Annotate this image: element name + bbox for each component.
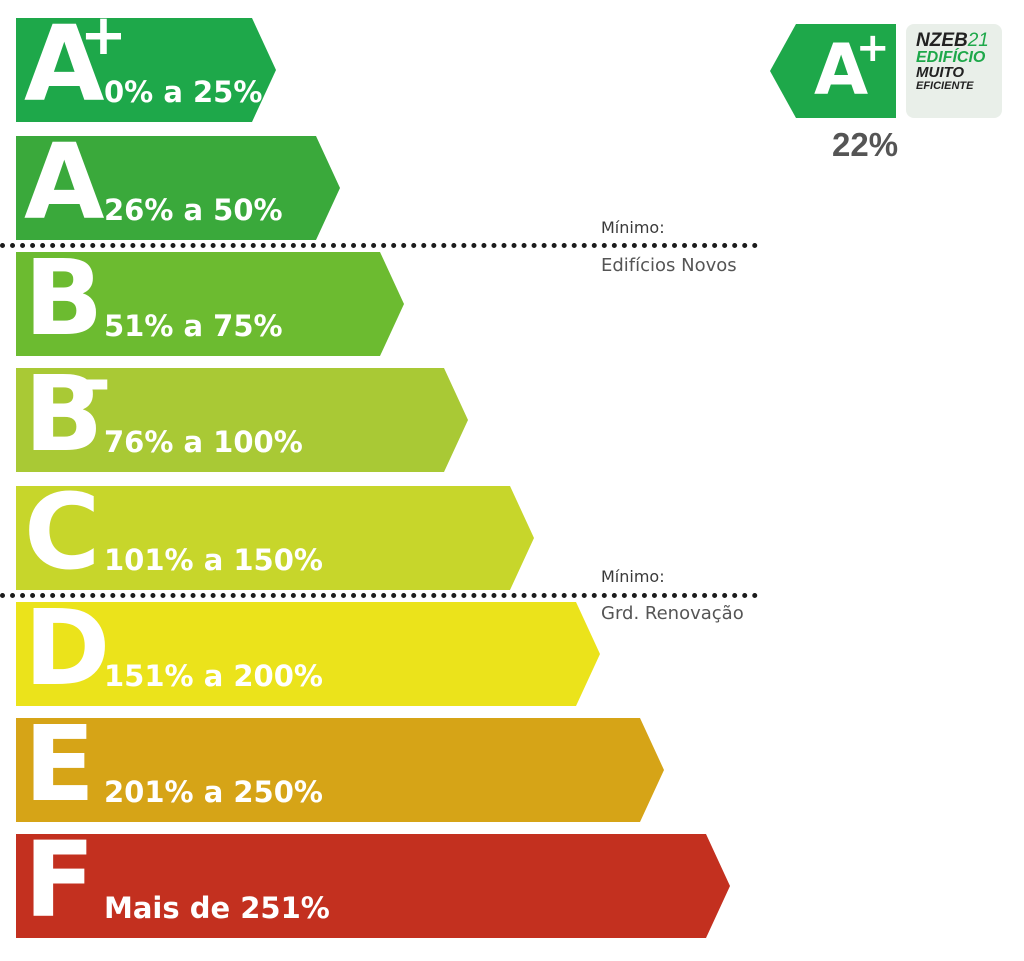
class-range: 26% a 50% bbox=[104, 193, 283, 227]
threshold-sublabel: Edifícios Novos bbox=[601, 255, 737, 276]
class-letter: A bbox=[24, 121, 105, 243]
class-letter: F bbox=[24, 819, 96, 941]
class-bar-a: A 26% a 50% bbox=[16, 136, 340, 240]
class-superscript: - bbox=[82, 340, 112, 422]
threshold-line-new-buildings bbox=[0, 243, 758, 248]
result-value: 22% bbox=[832, 126, 899, 163]
class-letter: D bbox=[24, 587, 111, 709]
class-range: 0% a 25% bbox=[104, 75, 263, 109]
threshold-sublabel: Grd. Renovação bbox=[601, 603, 744, 624]
threshold-label: Mínimo: bbox=[601, 218, 665, 237]
class-bar-e: E 201% a 250% bbox=[16, 718, 664, 822]
class-superscript: + bbox=[80, 3, 127, 68]
result-class-arrow: A + bbox=[770, 24, 896, 118]
class-bar-d: D 151% a 200% bbox=[16, 602, 600, 706]
class-letter: B bbox=[24, 237, 104, 359]
result-letter: A bbox=[814, 29, 869, 111]
threshold-line-renovation bbox=[0, 593, 758, 598]
badge-line-3: MUITO bbox=[916, 64, 965, 81]
result-superscript: + bbox=[856, 25, 890, 71]
class-letter: B bbox=[24, 353, 104, 475]
class-range: 201% a 250% bbox=[104, 775, 323, 809]
class-range: 51% a 75% bbox=[104, 309, 283, 343]
badge-line-4: EFICIENTE bbox=[916, 80, 974, 92]
badge-line-2: EDIFÍCIO bbox=[916, 49, 986, 66]
threshold-label: Mínimo: bbox=[601, 567, 665, 586]
class-bar-b-minus: B - 76% a 100% bbox=[16, 368, 468, 472]
class-letter: A bbox=[24, 3, 105, 125]
nzeb-badge: NZEB21 EDIFÍCIO MUITO EFICIENTE bbox=[906, 24, 1002, 118]
class-letter: C bbox=[24, 471, 101, 593]
class-bar-c: C 101% a 150% bbox=[16, 486, 534, 590]
badge-title-bold: NZEB bbox=[916, 30, 968, 51]
class-letter: E bbox=[24, 703, 96, 825]
badge-title: NZEB21 bbox=[916, 30, 996, 51]
class-range: Mais de 251% bbox=[104, 891, 330, 925]
badge-title-number: 21 bbox=[967, 30, 989, 51]
class-range: 101% a 150% bbox=[104, 543, 323, 577]
class-bar-f: F Mais de 251% bbox=[16, 834, 730, 938]
class-bar-a-plus: A + 0% a 25% bbox=[16, 18, 276, 122]
class-bar-b: B 51% a 75% bbox=[16, 252, 404, 356]
class-range: 76% a 100% bbox=[104, 425, 303, 459]
class-range: 151% a 200% bbox=[104, 659, 323, 693]
